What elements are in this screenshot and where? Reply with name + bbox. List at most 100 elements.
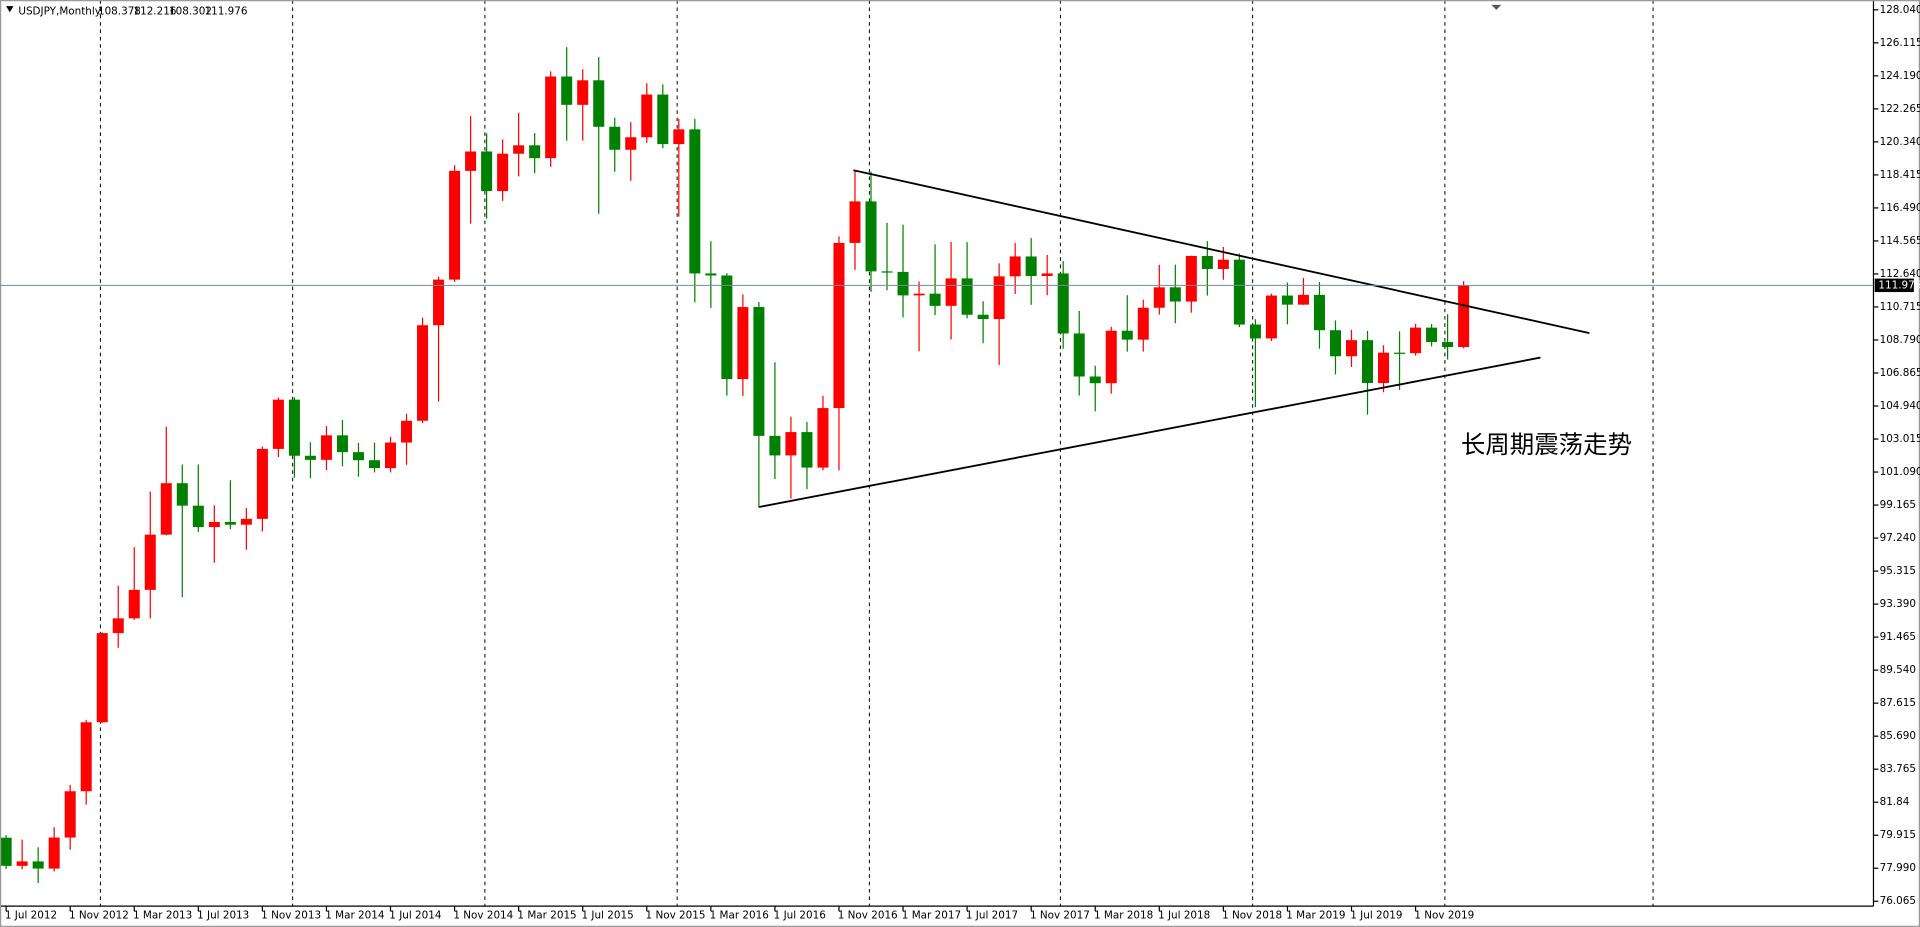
candle-body <box>1217 259 1229 269</box>
y-tick-label: 118.415 <box>1880 169 1920 181</box>
candle-body <box>64 791 76 838</box>
candle-body <box>1378 352 1390 384</box>
y-tick-label: 79.915 <box>1880 829 1916 841</box>
candle-body <box>1025 256 1037 277</box>
x-tick-label: 1 Mar 2018 <box>1094 909 1153 921</box>
candle-body <box>481 151 493 192</box>
x-tick-label: 1 Nov 2015 <box>646 909 706 921</box>
candle-body <box>368 460 381 469</box>
candle-body <box>753 307 765 436</box>
y-tick-label: 114.565 <box>1880 235 1920 247</box>
candle-body <box>897 271 909 296</box>
candle-body <box>160 483 172 535</box>
candle-body <box>288 399 300 456</box>
candle-body <box>833 242 845 409</box>
candle-body <box>224 521 236 525</box>
candle-body <box>705 273 717 276</box>
x-tick-label: 1 Jul 2012 <box>5 909 57 921</box>
candle-body <box>1458 285 1470 348</box>
candle-body <box>929 293 941 306</box>
trend-line-upper <box>853 169 1590 334</box>
annotation: 长周期震荡走势 <box>1461 430 1632 459</box>
trend-line-lower <box>759 356 1541 508</box>
candle-body <box>128 589 140 619</box>
candle-body <box>689 129 701 274</box>
candle-body <box>849 201 861 243</box>
candle-body <box>385 442 397 469</box>
candle-body <box>1153 287 1165 308</box>
plot-area <box>0 47 1470 883</box>
candle-body <box>977 314 989 320</box>
x-tick-label: 1 Jul 2016 <box>774 909 826 921</box>
x-tick-label: 1 Jul 2018 <box>1158 909 1210 921</box>
y-tick-label: 93.390 <box>1880 598 1916 610</box>
candle-body <box>641 94 653 138</box>
chart-title: USDJPY,Monthly <box>18 6 101 18</box>
y-tick-label: 95.315 <box>1880 565 1916 577</box>
candle-body <box>1297 294 1309 305</box>
x-tick-label: 1 Nov 2014 <box>453 909 513 921</box>
candle-body <box>513 145 525 154</box>
candle-body <box>417 325 429 421</box>
candle-body <box>1233 259 1245 325</box>
candle-body <box>304 455 316 460</box>
candle-body <box>561 76 573 105</box>
x-tick-label: 1 Jul 2013 <box>197 909 249 921</box>
candle-body <box>785 432 797 456</box>
y-tick-label: 87.615 <box>1880 697 1916 709</box>
x-tick-label: 1 Nov 2013 <box>261 909 321 921</box>
candle-body <box>1137 307 1149 340</box>
candle-body <box>433 279 445 326</box>
candle-body <box>721 275 733 380</box>
candle-body <box>1249 324 1261 339</box>
x-tick-label: 1 Mar 2019 <box>1286 909 1345 921</box>
candle-body <box>657 94 669 145</box>
candle-body <box>1073 333 1085 377</box>
y-tick-label: 120.340 <box>1880 136 1920 148</box>
x-tick-label: 1 Nov 2019 <box>1414 909 1474 921</box>
candle-body <box>32 861 44 869</box>
header-arrow <box>6 6 14 13</box>
candle-body <box>465 151 477 171</box>
candle-body <box>1442 342 1454 348</box>
candle-body <box>272 399 284 449</box>
candle-body <box>96 633 108 723</box>
x-tick-label: 1 Jul 2014 <box>389 909 442 921</box>
candle-body <box>577 80 589 105</box>
candle-body <box>176 483 188 506</box>
candle-body <box>401 420 413 443</box>
candle-body <box>529 145 541 159</box>
candle-body <box>1201 255 1213 269</box>
candle-body <box>1121 330 1133 340</box>
header-low: 108.302 <box>169 6 212 18</box>
x-tick-label: 1 Mar 2014 <box>325 909 385 921</box>
candle-body <box>993 276 1005 320</box>
candle-body <box>208 521 220 528</box>
price-label-box <box>1874 278 1914 293</box>
candle-body <box>1313 294 1325 331</box>
y-tick-label: 91.465 <box>1880 631 1916 643</box>
y-tick-label: 89.540 <box>1880 664 1916 676</box>
x-tick-label: 1 Jul 2019 <box>1350 909 1402 921</box>
x-tick-label: 1 Mar 2013 <box>133 909 192 921</box>
candle-body <box>881 271 893 273</box>
candle-body <box>769 435 781 456</box>
y-tick-label: 85.690 <box>1880 730 1916 742</box>
candle-body <box>1009 256 1021 277</box>
candle-body <box>256 448 268 519</box>
x-tick-label: 1 Nov 2016 <box>838 909 898 921</box>
y-tick-label: 108.790 <box>1880 334 1920 346</box>
y-tick-label: 106.865 <box>1880 367 1920 379</box>
x-tick-label: 1 Jul 2015 <box>581 909 633 921</box>
candle-body <box>497 153 509 192</box>
y-tick-label: 126.115 <box>1880 37 1920 49</box>
candle-body <box>865 201 877 272</box>
y-tick-label: 97.240 <box>1880 532 1916 544</box>
candle-body <box>801 432 813 468</box>
candle-body <box>1394 352 1406 354</box>
candle-body <box>320 435 332 460</box>
candle-body <box>240 518 252 525</box>
candle-body <box>1041 273 1053 277</box>
candle-body <box>625 137 637 150</box>
